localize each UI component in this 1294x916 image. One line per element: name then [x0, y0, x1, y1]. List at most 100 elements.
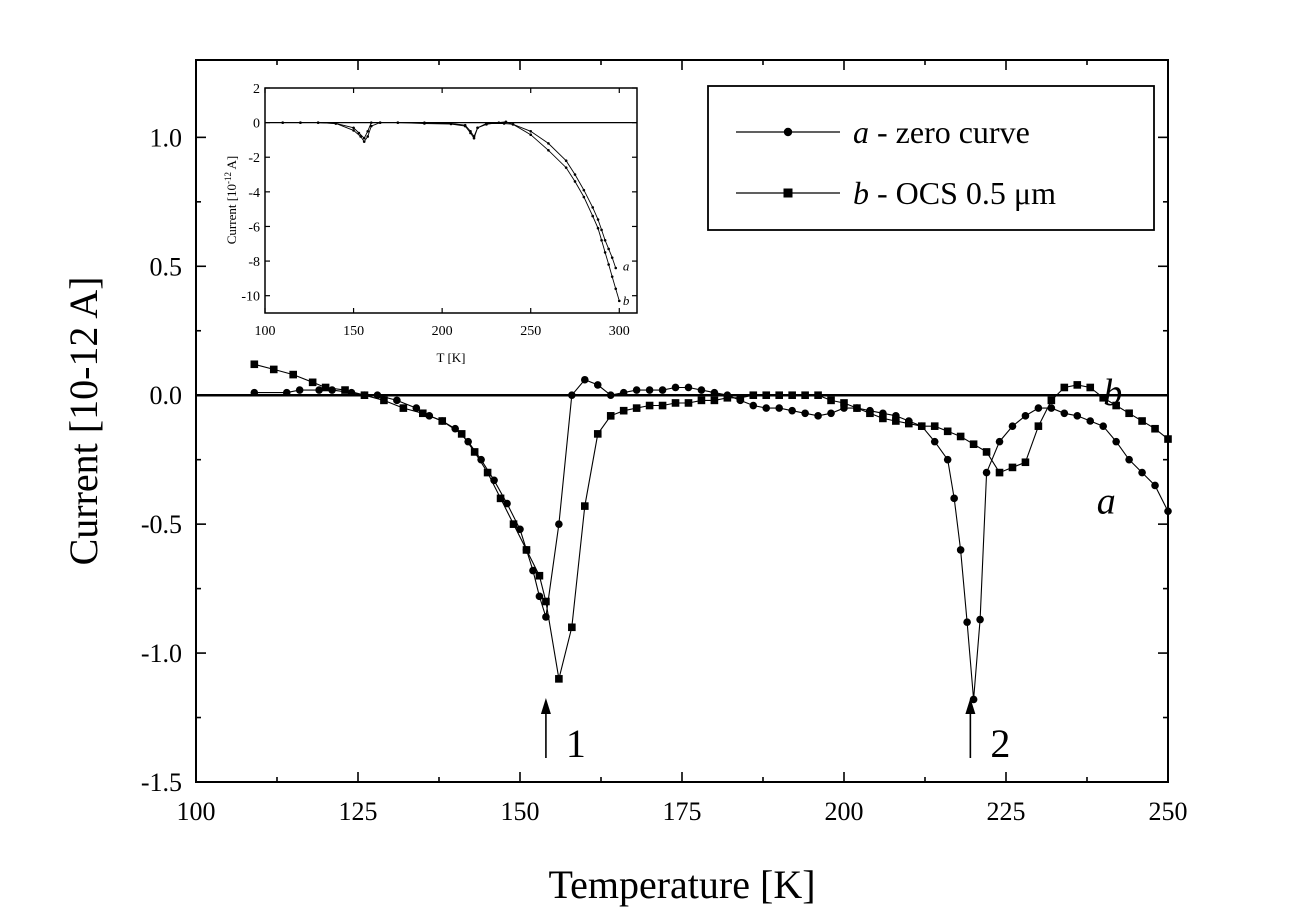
inset-ytick-label: -6	[248, 220, 260, 235]
main-point-b	[470, 448, 479, 456]
main-point-b	[866, 409, 874, 418]
inset-point-b	[423, 121, 426, 124]
main-point-a	[529, 566, 537, 575]
inset-point-a	[369, 121, 373, 124]
main-point-a	[671, 383, 680, 392]
inset-point-b	[610, 275, 614, 278]
main-point-b	[606, 412, 615, 420]
inset-series-b	[281, 120, 621, 303]
main-point-b	[736, 393, 745, 402]
main-point-a	[1099, 422, 1107, 430]
inset-point-a	[564, 159, 568, 162]
inset-series-label-b: b	[623, 293, 630, 308]
inset-point-a	[607, 247, 610, 251]
inset-xtick-label: 300	[609, 324, 630, 339]
main-point-b	[1021, 458, 1030, 467]
main-series-b	[250, 360, 1172, 683]
inset-ylabel: Current [10-12 A]	[223, 156, 239, 245]
main-point-a	[762, 404, 771, 412]
inset-point-b	[316, 121, 320, 124]
main-point-a	[963, 618, 971, 626]
main-series-group	[250, 360, 1172, 704]
legend-text-a: a - zero curve	[853, 114, 1030, 150]
main-point-a	[1125, 455, 1133, 464]
legend: a - zero curve b - OCS 0.5 μm	[707, 85, 1155, 231]
main-point-b	[593, 430, 602, 438]
arrow-label: 2	[990, 721, 1010, 766]
main-xtick-label: 150	[501, 797, 540, 826]
main-point-a	[684, 383, 693, 392]
inset-point-b	[469, 129, 472, 133]
main-xlabel: Temperature [K]	[548, 862, 815, 907]
main-point-b	[568, 623, 576, 632]
main-point-a	[477, 455, 485, 464]
inset-ytick-label: -10	[241, 290, 260, 305]
main-arrow-1: 1	[540, 698, 586, 766]
main-point-b	[1112, 401, 1120, 410]
inset-ytick-label: 2	[253, 82, 260, 97]
main-point-a	[373, 391, 382, 400]
main-point-b	[496, 494, 505, 503]
inset-point-a	[603, 239, 607, 242]
inset-plot-frame	[264, 87, 638, 314]
main-point-b	[399, 404, 408, 412]
main-point-b	[419, 409, 427, 418]
inset-point-b	[359, 135, 362, 138]
main-point-b	[522, 546, 531, 554]
main-point-b	[341, 386, 349, 394]
main-point-b	[956, 432, 965, 441]
inset-point-b	[547, 149, 550, 152]
main-series-label-b: b	[1103, 372, 1122, 414]
main-point-a	[697, 386, 706, 394]
main-point-a	[788, 406, 796, 415]
legend-entry-a: a - zero curve	[736, 114, 1030, 150]
main-point-b	[1047, 396, 1056, 405]
main-point-b	[969, 440, 978, 449]
main-point-a	[775, 404, 783, 412]
main-point-a	[1073, 412, 1082, 420]
legend-marker-a	[783, 127, 793, 137]
main-point-b	[555, 675, 563, 683]
inset-point-b	[476, 126, 479, 130]
arrow-head	[540, 698, 551, 714]
main-point-a	[535, 592, 544, 601]
inset-xtick-label: 200	[432, 324, 453, 339]
main-point-b	[840, 399, 848, 407]
inset-series-line-b	[282, 121, 620, 302]
main-point-b	[905, 419, 913, 428]
main-point-b	[982, 448, 991, 456]
main-point-b	[632, 404, 641, 412]
inset-point-b	[497, 121, 501, 124]
main-point-b	[535, 571, 544, 580]
main-xtick-label: 100	[177, 797, 216, 826]
inset-ytick-label: -8	[248, 255, 260, 270]
main-point-a	[282, 388, 291, 397]
main-annotations: 1 2 b a	[540, 372, 1122, 766]
inset-point-a	[582, 188, 586, 192]
main-point-a	[710, 388, 719, 397]
inset-point-b	[281, 121, 285, 124]
inset-point-a	[600, 228, 603, 232]
legend-marker-b	[783, 188, 793, 198]
main-point-a	[969, 695, 978, 704]
main-point-b	[917, 422, 926, 430]
main-ytick-label: -0.5	[141, 510, 182, 539]
main-point-a	[814, 412, 822, 420]
inset-point-b	[573, 180, 577, 183]
main-point-a	[393, 396, 401, 405]
main-ytick-label: 1.0	[150, 123, 183, 152]
main-point-b	[723, 393, 732, 402]
main-point-a	[1034, 404, 1043, 412]
main-point-a	[956, 546, 965, 554]
main-point-b	[542, 597, 550, 606]
main-point-b	[827, 396, 835, 405]
main-point-b	[684, 399, 693, 407]
inset-point-b	[449, 122, 453, 125]
main-point-a	[328, 386, 336, 394]
main-point-b	[360, 391, 369, 400]
main-point-b	[250, 360, 259, 369]
inset-point-a	[502, 122, 506, 125]
inset-chart: 100 150 200 250 300-10-8-6-4-202 ab T [K] Cu…	[223, 82, 638, 365]
main-point-b	[619, 406, 628, 415]
main-point-b	[457, 430, 466, 438]
